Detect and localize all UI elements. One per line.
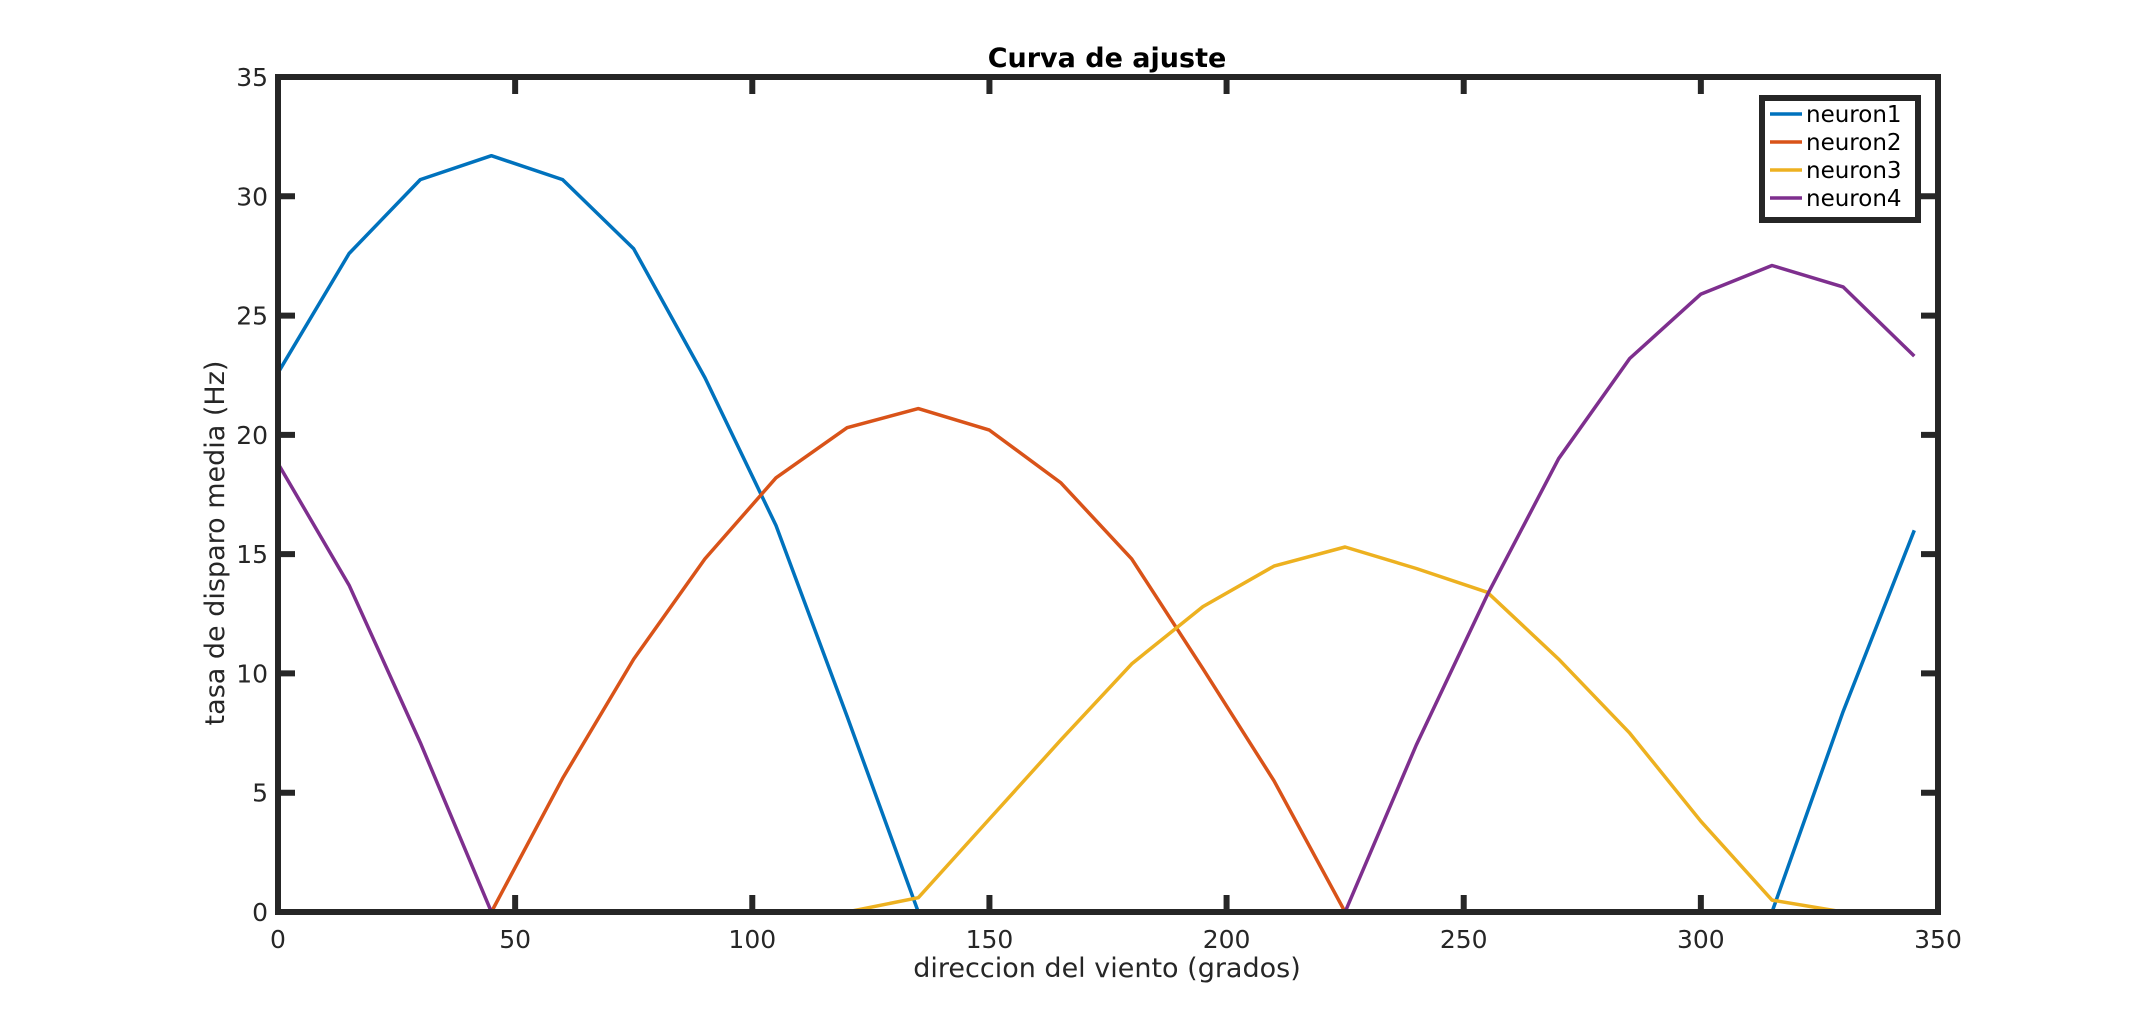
legend-label-neuron2: neuron2	[1806, 130, 1902, 156]
x-tick-label: 300	[1677, 925, 1725, 954]
y-tick-label: 0	[252, 898, 268, 927]
y-tick-label: 5	[252, 779, 268, 808]
y-tick-label: 30	[236, 182, 268, 211]
plot-area	[276, 153, 1916, 914]
y-tick-label: 25	[236, 302, 268, 331]
x-tick-label: 200	[1203, 925, 1251, 954]
y-tick-label: 20	[236, 421, 268, 450]
axes: 0 50 100 150 200 250 300 350 0 5 10 15 20 25 30 35	[236, 63, 1962, 954]
series-line-neuron2	[278, 406, 1915, 914]
axes-box	[275, 74, 1941, 915]
y-tick-label: 35	[236, 63, 268, 92]
y-axis-label: tasa de disparo media (Hz)	[200, 361, 231, 726]
series-line-neuron4	[276, 263, 1916, 914]
x-tick-label: 100	[728, 925, 776, 954]
legend-label-neuron3: neuron3	[1806, 158, 1902, 184]
y-tick-label: 10	[236, 659, 268, 688]
x-tick-label: 50	[499, 925, 531, 954]
legend-label-neuron1: neuron1	[1806, 102, 1902, 128]
chart-title: Curva de ajuste	[988, 43, 1227, 74]
series-line-neuron1	[276, 153, 1916, 914]
series-line-neuron3	[278, 545, 1915, 914]
x-tick-label: 350	[1914, 925, 1962, 954]
legend-label-neuron4: neuron4	[1806, 186, 1902, 212]
x-tick-label: 250	[1440, 925, 1488, 954]
y-tick-label: 15	[236, 540, 268, 569]
x-tick-label: 0	[270, 925, 286, 954]
x-tick-label: 150	[966, 925, 1014, 954]
x-axis-label: direccion del viento (grados)	[913, 953, 1300, 984]
